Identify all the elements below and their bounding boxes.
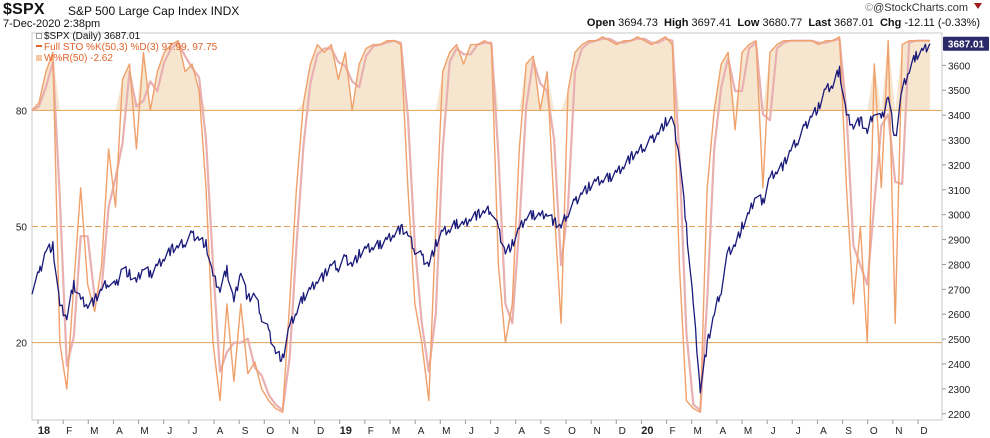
x-axis-label: F	[66, 426, 72, 437]
x-axis-label: J	[771, 426, 776, 437]
legend-sto: Full STO %K(50,3) %D(3) 97.99, 97.75	[36, 42, 217, 53]
stockcharts-credit[interactable]: ©@StockCharts.com	[864, 2, 968, 14]
legend-swatch-sto	[36, 45, 42, 47]
x-axis-label: N	[292, 426, 299, 437]
right-axis-label: 3600	[948, 61, 971, 72]
x-axis-label: M	[90, 426, 98, 437]
x-axis-label: A	[116, 426, 123, 437]
x-axis-label: N	[895, 426, 902, 437]
legend-spx: $SPX (Daily) 3687.01	[36, 31, 217, 42]
last-price-badge	[943, 36, 989, 51]
x-axis-label: J	[192, 426, 197, 437]
stoch-d-line	[31, 37, 930, 412]
x-axis-label: A	[518, 426, 525, 437]
x-axis-label: 18	[38, 425, 50, 437]
x-axis-label: S	[242, 426, 249, 437]
x-axis-label: A	[820, 426, 827, 437]
x-axis-label: M	[392, 426, 400, 437]
stoch-k-line	[31, 36, 930, 413]
index-name: S&P 500 Large Cap Index INDX	[68, 4, 240, 18]
right-axis-label: 2400	[948, 360, 971, 371]
last-value: 3687.01	[834, 17, 874, 29]
right-axis-label: 2300	[948, 385, 971, 396]
x-axis-label: A	[720, 426, 727, 437]
x-axis-label: F	[368, 426, 374, 437]
chart-header: $SPX S&P 500 Large Cap Index INDX 7-Dec-…	[0, 0, 990, 32]
x-axis-label: O	[870, 426, 878, 437]
x-axis-label: S	[544, 426, 551, 437]
high-value: 3697.41	[691, 17, 732, 29]
x-axis-label: J	[494, 426, 499, 437]
left-axis-label: 80	[16, 106, 28, 117]
x-axis-label: A	[217, 426, 224, 437]
right-axis-label: 3200	[948, 161, 971, 172]
right-axis-label: 2500	[948, 335, 971, 346]
x-axis-label: J	[796, 426, 801, 437]
x-axis-label: D	[920, 426, 927, 437]
right-axis-label: 2900	[948, 236, 971, 247]
x-axis-label: 20	[641, 425, 653, 437]
left-axis-label: 20	[16, 339, 28, 350]
ticker-symbol: $SPX	[3, 1, 45, 18]
x-axis-label: M	[744, 426, 752, 437]
right-axis-label: 3300	[948, 136, 971, 147]
x-axis-label: M	[140, 426, 148, 437]
legend-swatch-spx	[36, 33, 42, 39]
exchange-label: INDX	[210, 4, 240, 18]
x-axis-label: M	[442, 426, 450, 437]
x-axis-label: S	[845, 426, 852, 437]
copyright-icon: ©	[864, 2, 874, 14]
quote-date: 7-Dec-2020 2:38pm	[3, 18, 101, 30]
right-axis-label: 3500	[948, 86, 971, 97]
left-axis-label: 50	[16, 223, 28, 234]
x-axis-label: D	[317, 426, 324, 437]
chart-legend: $SPX (Daily) 3687.01 Full STO %K(50,3) %…	[36, 31, 217, 64]
right-axis-label: 2700	[948, 285, 971, 296]
legend-wr: W%R(50) -2.62	[36, 53, 217, 64]
right-axis-label: 3100	[948, 186, 971, 197]
x-axis-label: O	[266, 426, 274, 437]
open-value: 3694.73	[618, 17, 658, 29]
x-axis-label: J	[469, 426, 474, 437]
x-axis-label: 19	[340, 425, 352, 437]
change-value: -12.11 (-0.33%)	[904, 17, 980, 29]
overbought-fill	[32, 36, 930, 111]
chart-menu-arrow-icon[interactable]	[974, 3, 982, 9]
spx-price-line	[31, 43, 931, 394]
right-axis-label: 3000	[948, 211, 971, 222]
x-axis-label: F	[670, 426, 676, 437]
right-axis-label: 2600	[948, 310, 971, 321]
right-axis-label: 3400	[948, 111, 971, 122]
low-value: 3680.77	[762, 17, 803, 29]
right-axis-label: 2200	[948, 410, 971, 421]
x-axis-label: M	[694, 426, 702, 437]
x-axis-label: A	[418, 426, 425, 437]
right-axis-label: 2800	[948, 260, 971, 271]
x-axis-label: N	[594, 426, 601, 437]
x-axis-label: D	[619, 426, 626, 437]
last-price-label: 3687.01	[948, 40, 985, 51]
legend-swatch-wr	[36, 55, 42, 61]
x-axis-label: J	[167, 426, 172, 437]
quote-summary: Open 3694.73 High 3697.41 Low 3680.77 La…	[586, 17, 980, 29]
x-axis-label: O	[568, 426, 576, 437]
